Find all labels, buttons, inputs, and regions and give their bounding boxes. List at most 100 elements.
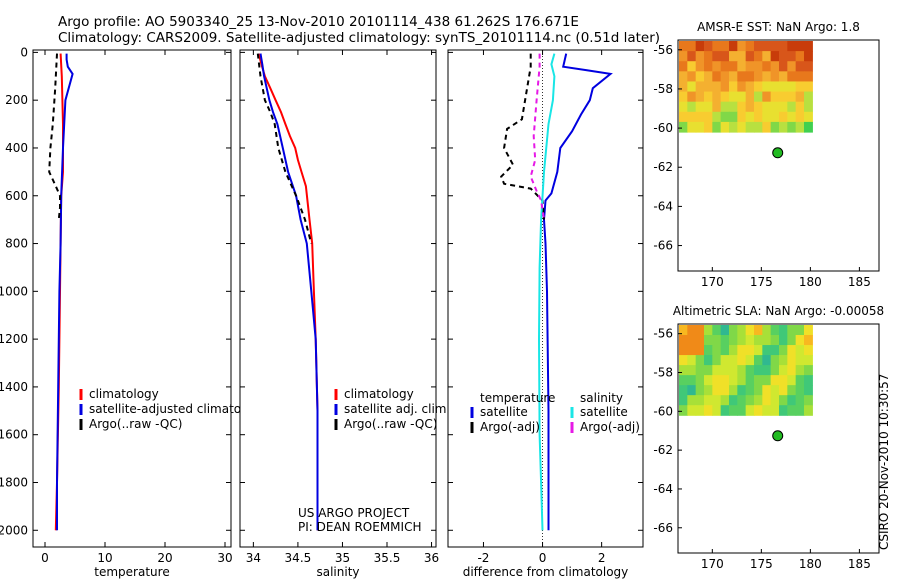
map-cell (795, 365, 805, 376)
map-cell (745, 101, 755, 113)
map-cell (787, 405, 797, 416)
series-black-line (256, 53, 313, 244)
map-cell (679, 111, 688, 123)
map-cell (795, 335, 805, 346)
map-cell (754, 61, 763, 72)
x-axis-label: difference from climatology (463, 565, 629, 579)
map-cell (754, 71, 763, 83)
map-cell (795, 121, 805, 133)
map-cell (712, 41, 722, 52)
map-cell (687, 111, 697, 123)
map-cell (754, 121, 763, 133)
x-axis-label: temperature (94, 565, 169, 579)
map-cell (720, 395, 730, 406)
series-blue-line (259, 53, 319, 531)
y-tick-label: 1200 (0, 332, 28, 346)
float-position-marker (772, 147, 784, 159)
map-data-raster (679, 41, 813, 133)
map-cell (795, 345, 805, 356)
map-cell (704, 61, 713, 72)
map-cell (803, 405, 813, 416)
map-cell (720, 365, 730, 376)
map-cell (737, 91, 747, 103)
legend-title: temperature (480, 391, 555, 405)
map-cell (745, 385, 755, 396)
map-cell (704, 91, 713, 103)
map-cell (729, 81, 738, 93)
map-cell (679, 375, 688, 386)
y-tick-label: -64 (653, 482, 673, 496)
map-cell (737, 335, 747, 346)
map-cell (803, 121, 813, 133)
legend-label: satellite (580, 405, 628, 419)
map-cell (754, 81, 763, 93)
map-cell (787, 121, 797, 133)
map-cell (787, 325, 797, 336)
map-cell (770, 385, 780, 396)
map-cell (704, 111, 713, 123)
map-cell (720, 335, 730, 346)
map-cell (795, 91, 805, 103)
map-cell (762, 111, 772, 123)
salinity-panel: 34 34.5 35 35.5 36 salinity climatologysatelli… (239, 49, 450, 579)
y-tick-label: -58 (653, 82, 673, 96)
map-cell (704, 41, 713, 52)
map-cell (720, 121, 730, 133)
series-cyan-line (537, 53, 556, 531)
y-tick-label: -64 (653, 199, 673, 213)
map-cell (687, 335, 697, 346)
x-tick-label: 170 (701, 557, 724, 571)
map-cell (695, 81, 705, 93)
map-cell (779, 385, 788, 396)
map-cell (729, 61, 738, 72)
map-cell (754, 365, 763, 376)
legend-label: satellite (480, 405, 528, 419)
y-tick-label: -60 (653, 404, 673, 418)
map-cell (695, 355, 705, 366)
map-cell (803, 365, 813, 376)
x-tick-label: 180 (799, 557, 822, 571)
map-cell (695, 121, 705, 133)
map-cell (679, 71, 688, 83)
legend-label: climatology (89, 387, 159, 401)
map-cell (795, 325, 805, 336)
map-cell (745, 111, 755, 123)
map-cell (679, 335, 688, 346)
map-cell (687, 345, 697, 356)
x-tick-label: 34.5 (285, 551, 312, 565)
x-tick-label: 2 (598, 551, 606, 565)
map-cell (687, 41, 697, 52)
map-cell (720, 355, 730, 366)
map-cell (729, 51, 738, 62)
map-cell (803, 41, 813, 52)
map-cell (770, 335, 780, 346)
map-cell (720, 101, 730, 113)
map-cell (803, 51, 813, 62)
y-tick-label: 1000 (0, 284, 28, 298)
y-tick-label: 1800 (0, 475, 28, 489)
map-cell (803, 61, 813, 72)
legend-label: Argo(-adj) (580, 420, 640, 434)
map-cell (679, 81, 688, 93)
map-cell (803, 71, 813, 83)
x-tick-label: 175 (750, 557, 773, 571)
x-tick-label: 36 (424, 551, 439, 565)
map-cell (803, 101, 813, 113)
map-cell (695, 91, 705, 103)
map-cell (762, 61, 772, 72)
map-title: AMSR-E SST: NaN Argo: 1.8 (697, 20, 860, 34)
map-title: Altimetric SLA: NaN Argo: -0.00058 (673, 304, 884, 318)
map-cell (712, 355, 722, 366)
map-cell (803, 355, 813, 366)
map-cell (720, 61, 730, 72)
climatology-subtitle: Climatology: CARS2009. Satellite-adjuste… (58, 30, 661, 46)
map-cell (745, 375, 755, 386)
map-cell (745, 51, 755, 62)
map-cell (704, 51, 713, 62)
map-cell (679, 345, 688, 356)
map-cell (745, 91, 755, 103)
y-tick-label: -56 (653, 43, 673, 57)
map-cell (704, 101, 713, 113)
map-cell (712, 335, 722, 346)
